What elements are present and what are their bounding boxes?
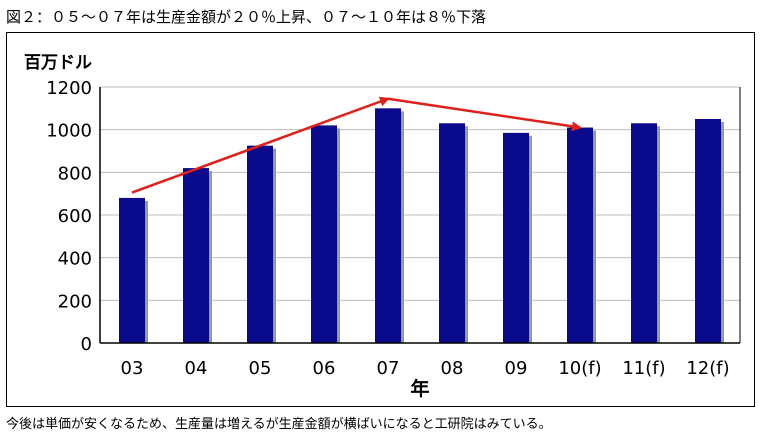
x-tick-label: 09 [505, 358, 528, 379]
bar [503, 132, 529, 343]
figure-title: 図２：０５～０７年は生産金額が２０％上昇、０７～１０年は８％下落 [6, 8, 487, 26]
x-axis-label: 年 [410, 377, 429, 400]
x-tick-label: 03 [121, 358, 144, 379]
bar [247, 145, 273, 343]
bar [631, 123, 657, 344]
y-tick-label: 1000 [46, 121, 92, 142]
y-tick-labels: 0 200 400 600 800 1000 1200 [46, 78, 92, 355]
x-tick-label: 08 [441, 358, 464, 379]
x-tick-label: 11(f) [622, 358, 665, 379]
y-tick-label: 400 [58, 249, 92, 270]
y-tick-label: 0 [81, 334, 92, 355]
x-tick-label: 07 [377, 358, 400, 379]
x-tick-label: 04 [185, 358, 208, 379]
x-tick-label: 10(f) [558, 358, 601, 379]
bar [439, 123, 465, 344]
x-tick-label: 12(f) [686, 358, 729, 379]
axes [99, 87, 741, 344]
y-tick-label: 200 [58, 291, 92, 312]
trend-arrow [387, 97, 582, 132]
trend-arrows [131, 96, 582, 194]
bar [695, 119, 721, 343]
bar [375, 108, 401, 343]
x-tick-labels: 03 04 05 06 07 08 09 10(f) 11(f) 12(f) [121, 358, 730, 379]
bar [567, 127, 593, 344]
y-tick-label: 600 [58, 206, 92, 227]
bar [183, 168, 209, 343]
bars [119, 108, 724, 344]
bar [119, 197, 145, 343]
y-axis-label: 百万ドル [24, 53, 92, 73]
figure-caption: 今後は単価が安くなるため、生産量は増えるが生産金額が横ばいになると工研院はみてい… [6, 417, 552, 432]
x-tick-label: 05 [249, 358, 272, 379]
y-tick-label: 1200 [46, 78, 92, 99]
bar [311, 125, 337, 344]
x-tick-label: 06 [313, 358, 336, 379]
trend-arrow [131, 96, 390, 194]
y-tick-label: 800 [58, 163, 92, 184]
